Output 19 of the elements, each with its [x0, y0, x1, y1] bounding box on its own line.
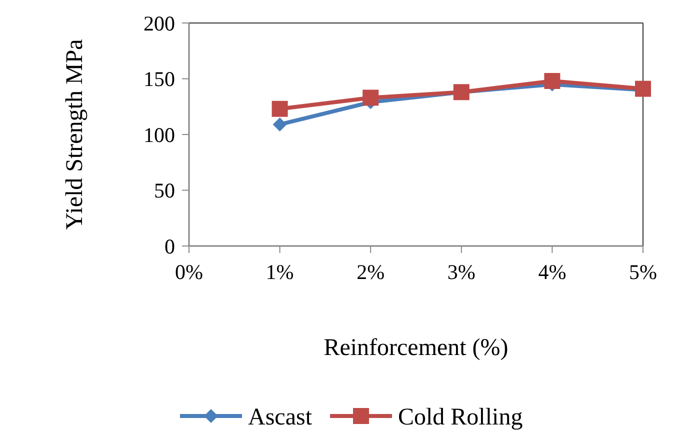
x-tick-label: 5% — [629, 260, 657, 284]
y-axis-title: Yield Strength MPa — [62, 38, 88, 230]
x-tick-label: 1% — [266, 260, 294, 284]
y-tick-label: 100 — [144, 122, 175, 147]
x-tick-label: 4% — [538, 260, 566, 284]
x-axis-title: Reinforcement (%) — [324, 335, 508, 361]
point — [272, 117, 287, 132]
x-tick-label: 2% — [356, 260, 385, 284]
y-tick-label: 50 — [154, 178, 175, 203]
x-tick-label: 3% — [447, 260, 476, 284]
legend-label: Cold Rolling — [398, 404, 523, 430]
point — [544, 72, 560, 89]
point — [272, 100, 288, 117]
y-tick-label: 200 — [144, 11, 175, 36]
y-tick-label: 150 — [144, 67, 175, 92]
legend-label: Ascast — [248, 404, 312, 430]
y-tick-label: 0 — [164, 234, 175, 258]
point — [362, 90, 379, 106]
x-tick-label: 0% — [175, 260, 203, 284]
